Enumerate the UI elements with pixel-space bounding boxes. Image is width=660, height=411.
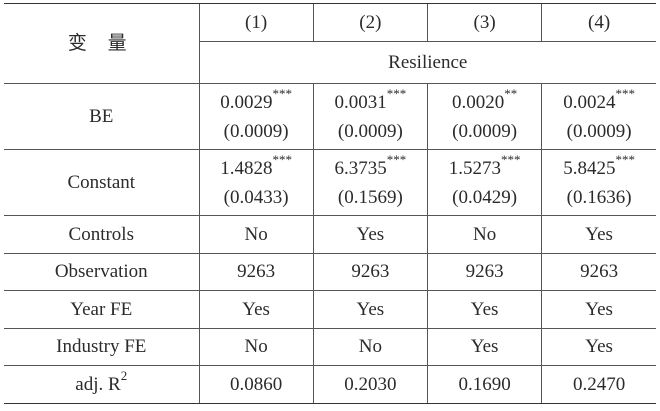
header-row-dependent-variable: Resilience (4, 41, 656, 84)
table-cell: Yes (426, 328, 542, 366)
table-cell: 0.0024*** (0.0009) (541, 83, 656, 150)
table-cell: No (312, 328, 428, 366)
table-cell: Yes (312, 290, 428, 329)
row-label-controls: Controls (4, 215, 199, 254)
table-cell: 9263 (198, 253, 314, 291)
table-cell: 1.4828*** (0.0433) (198, 149, 314, 216)
table-cell: No (426, 215, 542, 254)
row-label-year-fe: Year FE (4, 290, 199, 329)
table-cell: 9263 (312, 253, 428, 291)
table-cell: No (198, 215, 314, 254)
table-cell: 5.8425*** (0.1636) (541, 149, 656, 216)
header-row-column-numbers: 变 量 (1) (2) (3) (4) (4, 3, 656, 84)
table-cell: 0.2030 (312, 365, 428, 404)
table-cell: Yes (541, 215, 656, 254)
table-cell: 0.0020** (0.0009) (426, 83, 542, 150)
row-label-industry-fe: Industry FE (4, 328, 199, 366)
row-label-adj-r2: adj. R2 (4, 365, 199, 404)
table-cell: 6.3735*** (0.1569) (312, 149, 428, 216)
variable-header: 变 量 (4, 3, 199, 84)
row-label-constant: Constant (4, 149, 199, 216)
table-row-industry-fe: Industry FE No No Yes Yes (4, 328, 656, 366)
table-cell: 0.1690 (426, 365, 542, 404)
table-cell: 1.5273*** (0.0429) (426, 149, 542, 216)
table-cell: Yes (198, 290, 314, 329)
table-row-observation: Observation 9263 9263 9263 9263 (4, 253, 656, 291)
dependent-variable-label: Resilience (198, 41, 656, 84)
column-number-3: (3) (426, 3, 542, 42)
row-label-be: BE (4, 83, 199, 150)
table-row-controls: Controls No Yes No Yes (4, 215, 656, 254)
table-cell: 9263 (541, 253, 656, 291)
table-row-constant: Constant 1.4828*** (0.0433) 6.3735*** (0… (4, 149, 656, 216)
table-cell: Yes (312, 215, 428, 254)
row-label-observation: Observation (4, 253, 199, 291)
table-cell: Yes (541, 328, 656, 366)
table-row-adj-r2: adj. R2 0.0860 0.2030 0.1690 0.2470 (4, 365, 656, 404)
table-cell: 0.0029*** (0.0009) (198, 83, 314, 150)
table-cell: 0.0031*** (0.0009) (312, 83, 428, 150)
table-cell: Yes (541, 290, 656, 329)
table-row-be: BE 0.0029*** (0.0009) 0.0031*** (0.0009)… (4, 83, 656, 150)
table-cell: Yes (426, 290, 542, 329)
column-number-4: (4) (541, 3, 656, 42)
table-cell: No (198, 328, 314, 366)
table-cell: 0.2470 (541, 365, 656, 404)
regression-table: 变 量 (1) (2) (3) (4) Resilience BE 0.0029… (4, 3, 656, 404)
table-cell: 0.0860 (198, 365, 314, 404)
table-row-year-fe: Year FE Yes Yes Yes Yes (4, 290, 656, 329)
table-cell: 9263 (426, 253, 542, 291)
column-number-1: (1) (198, 3, 314, 42)
column-number-2: (2) (312, 3, 428, 42)
